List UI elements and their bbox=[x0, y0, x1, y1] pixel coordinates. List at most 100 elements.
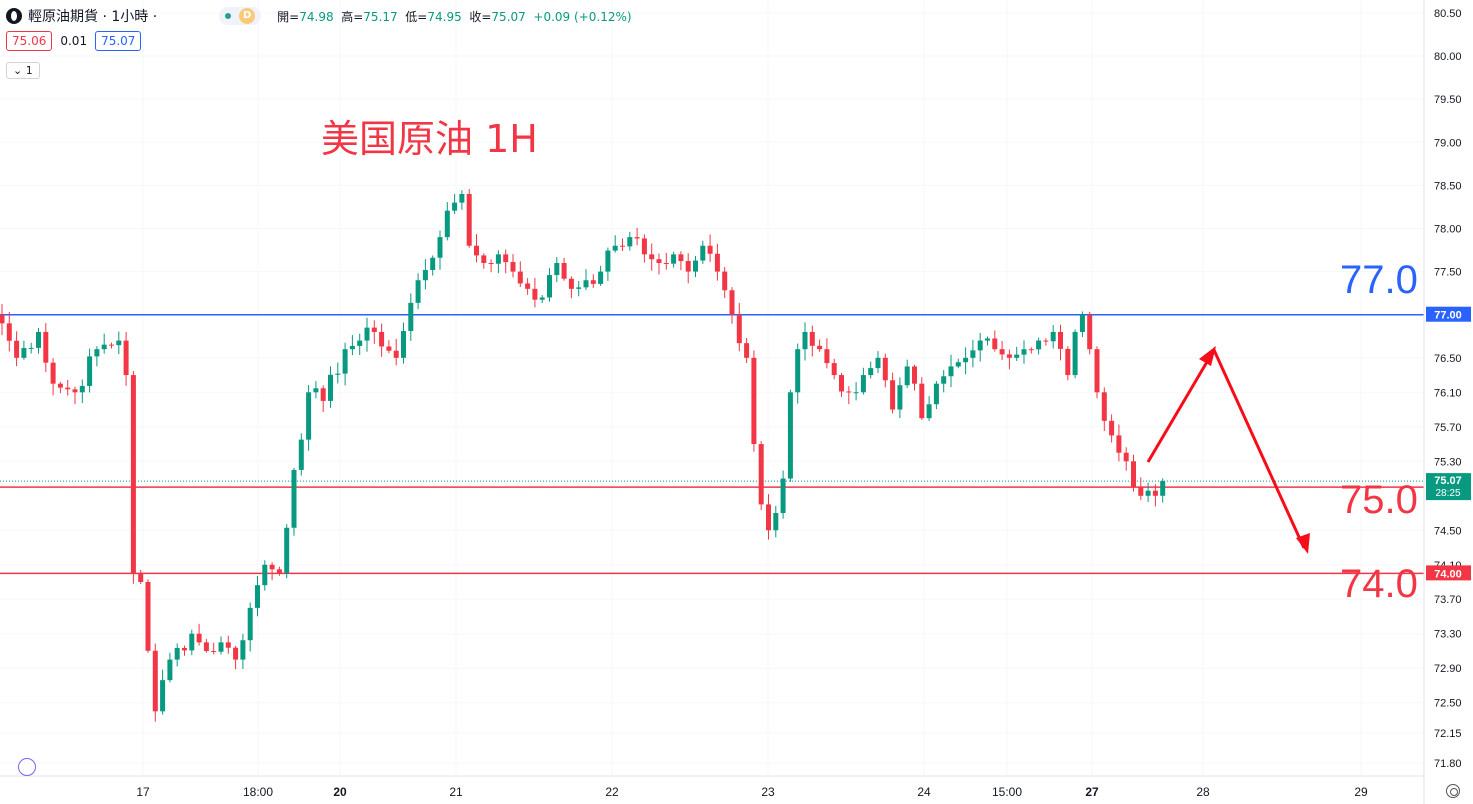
candle-body bbox=[766, 504, 771, 531]
candle-body bbox=[554, 262, 560, 276]
tradingview-logo-icon[interactable] bbox=[18, 758, 36, 776]
y-tick-label: 80.50 bbox=[1434, 8, 1462, 20]
candle-body bbox=[1152, 490, 1158, 496]
level-77-annotation: 77.0 bbox=[1340, 258, 1418, 302]
candle-body bbox=[495, 254, 501, 264]
candle-body bbox=[809, 331, 815, 346]
x-tick-label: 17 bbox=[136, 785, 150, 799]
candle-body bbox=[576, 287, 582, 289]
x-tick-label: 23 bbox=[761, 785, 775, 799]
close-value: 75.07 bbox=[491, 9, 526, 24]
chart-annotation-title: 美国原油 1H bbox=[321, 117, 538, 161]
candle-body bbox=[481, 255, 487, 263]
candle-body bbox=[722, 271, 728, 291]
candle-body bbox=[1079, 314, 1085, 332]
candle-body bbox=[94, 349, 100, 357]
candle-body bbox=[1094, 349, 1100, 393]
candle-body bbox=[422, 270, 428, 281]
delayed-data-badge: D bbox=[239, 8, 256, 24]
bar-countdown-label: 28:25 bbox=[1435, 488, 1460, 499]
candle-body bbox=[269, 564, 275, 570]
candle-body bbox=[488, 262, 494, 264]
time-axis-background bbox=[0, 776, 1473, 804]
candle-body bbox=[963, 357, 969, 363]
candle-body bbox=[444, 210, 450, 238]
candle-body bbox=[1021, 349, 1027, 355]
candle-body bbox=[335, 373, 341, 375]
symbol-title[interactable]: 輕原油期貨 · 1小時 · bbox=[28, 9, 158, 25]
candle-body bbox=[357, 340, 363, 346]
candle-body bbox=[539, 297, 545, 300]
close-label: 收= bbox=[469, 9, 492, 24]
change-value: +0.09 (+0.12%) bbox=[533, 9, 632, 24]
level-price-tag-label: 74.00 bbox=[1434, 568, 1462, 580]
candle-body bbox=[561, 262, 567, 279]
candle-body bbox=[401, 331, 406, 358]
candle-body bbox=[1014, 354, 1020, 358]
candle-body bbox=[1050, 331, 1056, 342]
y-tick-label: 80.00 bbox=[1434, 51, 1462, 63]
spread-value: 0.01 bbox=[60, 34, 88, 48]
candle-body bbox=[72, 389, 78, 393]
y-tick-label: 78.50 bbox=[1434, 180, 1462, 192]
candle-body bbox=[999, 349, 1005, 355]
projection-path bbox=[1146, 346, 1306, 549]
candle-body bbox=[912, 366, 917, 384]
open-value: 74.98 bbox=[299, 9, 334, 24]
candle-body bbox=[452, 202, 458, 211]
candle-body bbox=[977, 340, 983, 351]
candle-body bbox=[517, 271, 523, 284]
candle-body bbox=[1058, 331, 1063, 349]
indicators-collapse-button[interactable]: ⌄ 1 bbox=[6, 62, 40, 79]
candle-body bbox=[14, 340, 20, 358]
candle-body bbox=[1138, 487, 1144, 496]
market-status-badge[interactable]: D bbox=[219, 7, 262, 25]
candle-body bbox=[138, 573, 144, 582]
candle-body bbox=[1131, 461, 1136, 488]
candle-body bbox=[1160, 481, 1166, 496]
settings-gear-icon[interactable] bbox=[1446, 784, 1460, 798]
candle-body bbox=[707, 245, 713, 254]
candle-body bbox=[415, 280, 421, 303]
buy-button[interactable]: 75.07 bbox=[95, 31, 142, 51]
candle-body bbox=[1065, 348, 1071, 376]
candle-body bbox=[109, 344, 114, 346]
candle-body bbox=[1123, 452, 1129, 462]
x-tick-label: 18:00 bbox=[243, 785, 273, 799]
candle-body bbox=[6, 323, 12, 341]
candle-body bbox=[364, 327, 370, 341]
candle-body bbox=[284, 527, 290, 574]
projection-arrows bbox=[1146, 346, 1310, 554]
candle-body bbox=[101, 344, 107, 350]
candle-body bbox=[744, 343, 750, 358]
candle-body bbox=[649, 254, 655, 260]
candle-body bbox=[167, 659, 173, 681]
candle-body bbox=[262, 564, 268, 586]
x-tick-label: 28 bbox=[1196, 785, 1210, 799]
candle-body bbox=[568, 278, 574, 289]
x-tick-label: 21 bbox=[449, 785, 463, 799]
candle-body bbox=[678, 254, 684, 262]
y-tick-label: 72.15 bbox=[1434, 728, 1462, 740]
candle-body bbox=[802, 331, 808, 350]
sell-button[interactable]: 75.06 bbox=[6, 31, 53, 51]
candle-body bbox=[1006, 354, 1012, 358]
candle-body bbox=[306, 392, 312, 440]
candle-body bbox=[218, 642, 224, 652]
candle-body bbox=[919, 383, 925, 419]
candle-body bbox=[1043, 340, 1049, 342]
candle-body bbox=[342, 349, 348, 374]
y-tick-label: 79.00 bbox=[1434, 137, 1462, 149]
candle-body bbox=[298, 439, 304, 470]
candle-body bbox=[970, 350, 976, 358]
price-axis-background bbox=[1424, 0, 1473, 776]
candle-body bbox=[685, 261, 691, 272]
candle-body bbox=[1036, 340, 1042, 350]
candle-body bbox=[992, 338, 998, 350]
candle-body bbox=[437, 237, 443, 258]
candle-body bbox=[430, 257, 436, 271]
candle-body bbox=[693, 260, 698, 272]
candle-body bbox=[65, 387, 71, 390]
candle-body bbox=[36, 331, 41, 348]
